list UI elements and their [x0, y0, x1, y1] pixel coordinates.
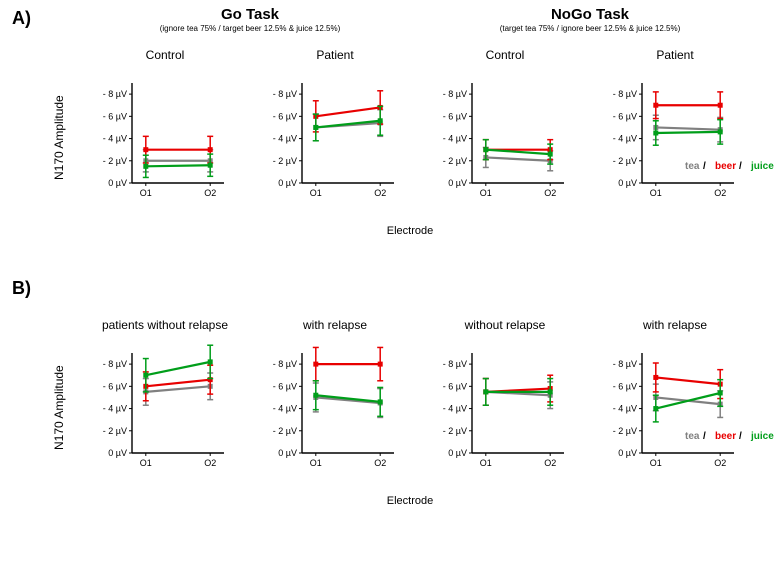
svg-text:- 8 µV: - 8 µV	[443, 359, 467, 369]
y-axis-label: N170 Amplitude	[52, 95, 66, 180]
svg-text:- 6 µV: - 6 µV	[443, 381, 467, 391]
task-subtitle: (ignore tea 75% / target beer 12.5% & ju…	[140, 24, 360, 33]
svg-text:- 2 µV: - 2 µV	[613, 156, 637, 166]
svg-text:O1: O1	[140, 458, 152, 468]
svg-text:0 µV: 0 µV	[108, 178, 127, 188]
svg-text:0 µV: 0 µV	[618, 178, 637, 188]
col-title-b: with relapse	[605, 318, 745, 332]
svg-text:/: /	[703, 431, 706, 442]
panel-label-A: A)	[12, 8, 31, 29]
svg-text:- 6 µV: - 6 µV	[613, 381, 637, 391]
col-title-a: Patient	[265, 48, 405, 62]
svg-text:- 6 µV: - 6 µV	[273, 381, 297, 391]
col-title-a: Control	[95, 48, 235, 62]
x-axis-label: Electrode	[60, 225, 760, 237]
y-axis-label: N170 Amplitude	[52, 365, 66, 450]
svg-text:- 8 µV: - 8 µV	[103, 89, 127, 99]
svg-text:juice: juice	[750, 161, 774, 172]
svg-text:/: /	[739, 431, 742, 442]
panel-label-B: B)	[12, 278, 31, 299]
task-subtitle: (target tea 75% / ignore beer 12.5% & ju…	[480, 24, 700, 33]
plot-B-2: - 8 µV - 6 µV - 4 µV - 2 µV 0 µV O1 O2	[440, 345, 570, 475]
svg-text:0 µV: 0 µV	[108, 448, 127, 458]
svg-text:- 4 µV: - 4 µV	[443, 404, 467, 414]
col-title-b: patients without relapse	[95, 318, 235, 332]
svg-text:/: /	[739, 161, 742, 172]
svg-text:tea: tea	[685, 431, 700, 442]
svg-text:beer: beer	[715, 431, 736, 442]
svg-text:O2: O2	[204, 458, 216, 468]
svg-text:O1: O1	[140, 188, 152, 198]
plot-A-1: - 8 µV - 6 µV - 4 µV - 2 µV 0 µV O1 O2	[270, 75, 400, 205]
svg-text:0 µV: 0 µV	[448, 178, 467, 188]
svg-text:- 2 µV: - 2 µV	[273, 426, 297, 436]
plot-A-0: - 8 µV - 6 µV - 4 µV - 2 µV 0 µV O1 O2	[100, 75, 230, 205]
svg-text:- 2 µV: - 2 µV	[103, 426, 127, 436]
svg-text:- 4 µV: - 4 µV	[613, 404, 637, 414]
svg-text:0 µV: 0 µV	[278, 178, 297, 188]
svg-text:/: /	[703, 161, 706, 172]
svg-text:0 µV: 0 µV	[618, 448, 637, 458]
svg-text:- 8 µV: - 8 µV	[103, 359, 127, 369]
plot-B-0: - 8 µV - 6 µV - 4 µV - 2 µV 0 µV O1 O2	[100, 345, 230, 475]
svg-text:- 4 µV: - 4 µV	[613, 134, 637, 144]
svg-text:- 2 µV: - 2 µV	[273, 156, 297, 166]
col-title-a: Patient	[605, 48, 745, 62]
svg-text:O2: O2	[544, 188, 556, 198]
x-axis-label: Electrode	[60, 495, 760, 507]
svg-text:tea: tea	[685, 161, 700, 172]
svg-text:O2: O2	[374, 188, 386, 198]
svg-text:O2: O2	[714, 188, 726, 198]
svg-text:- 8 µV: - 8 µV	[443, 89, 467, 99]
svg-text:O2: O2	[714, 458, 726, 468]
svg-text:0 µV: 0 µV	[448, 448, 467, 458]
svg-text:O1: O1	[310, 458, 322, 468]
svg-text:- 4 µV: - 4 µV	[103, 134, 127, 144]
svg-text:O1: O1	[650, 458, 662, 468]
svg-text:- 2 µV: - 2 µV	[613, 426, 637, 436]
svg-text:- 6 µV: - 6 µV	[443, 111, 467, 121]
svg-text:- 4 µV: - 4 µV	[443, 134, 467, 144]
task-title: Go Task	[170, 6, 330, 23]
svg-text:- 8 µV: - 8 µV	[613, 359, 637, 369]
plot-B-3: - 8 µV - 6 µV - 4 µV - 2 µV 0 µV O1 O2 tea / be…	[610, 345, 740, 475]
svg-text:- 8 µV: - 8 µV	[613, 89, 637, 99]
svg-text:- 8 µV: - 8 µV	[273, 89, 297, 99]
plot-B-1: - 8 µV - 6 µV - 4 µV - 2 µV 0 µV O1 O2	[270, 345, 400, 475]
svg-text:0 µV: 0 µV	[278, 448, 297, 458]
plot-A-2: - 8 µV - 6 µV - 4 µV - 2 µV 0 µV O1 O2	[440, 75, 570, 205]
svg-text:O2: O2	[204, 188, 216, 198]
svg-text:beer: beer	[715, 161, 736, 172]
svg-text:- 4 µV: - 4 µV	[273, 134, 297, 144]
plot-A-3: - 8 µV - 6 µV - 4 µV - 2 µV 0 µV O1 O2 tea / be…	[610, 75, 740, 205]
svg-text:O2: O2	[374, 458, 386, 468]
svg-text:- 2 µV: - 2 µV	[103, 156, 127, 166]
svg-text:- 4 µV: - 4 µV	[273, 404, 297, 414]
svg-text:O2: O2	[544, 458, 556, 468]
svg-text:- 6 µV: - 6 µV	[103, 381, 127, 391]
col-title-b: without relapse	[435, 318, 575, 332]
svg-text:- 2 µV: - 2 µV	[443, 156, 467, 166]
task-title: NoGo Task	[510, 6, 670, 23]
col-title-b: with relapse	[265, 318, 405, 332]
svg-text:O1: O1	[480, 188, 492, 198]
svg-text:- 4 µV: - 4 µV	[103, 404, 127, 414]
svg-text:juice: juice	[750, 431, 774, 442]
svg-text:O1: O1	[480, 458, 492, 468]
svg-text:O1: O1	[650, 188, 662, 198]
svg-text:- 2 µV: - 2 µV	[443, 426, 467, 436]
svg-text:- 6 µV: - 6 µV	[613, 111, 637, 121]
svg-text:- 8 µV: - 8 µV	[273, 359, 297, 369]
svg-text:- 6 µV: - 6 µV	[273, 111, 297, 121]
col-title-a: Control	[435, 48, 575, 62]
svg-text:- 6 µV: - 6 µV	[103, 111, 127, 121]
svg-text:O1: O1	[310, 188, 322, 198]
